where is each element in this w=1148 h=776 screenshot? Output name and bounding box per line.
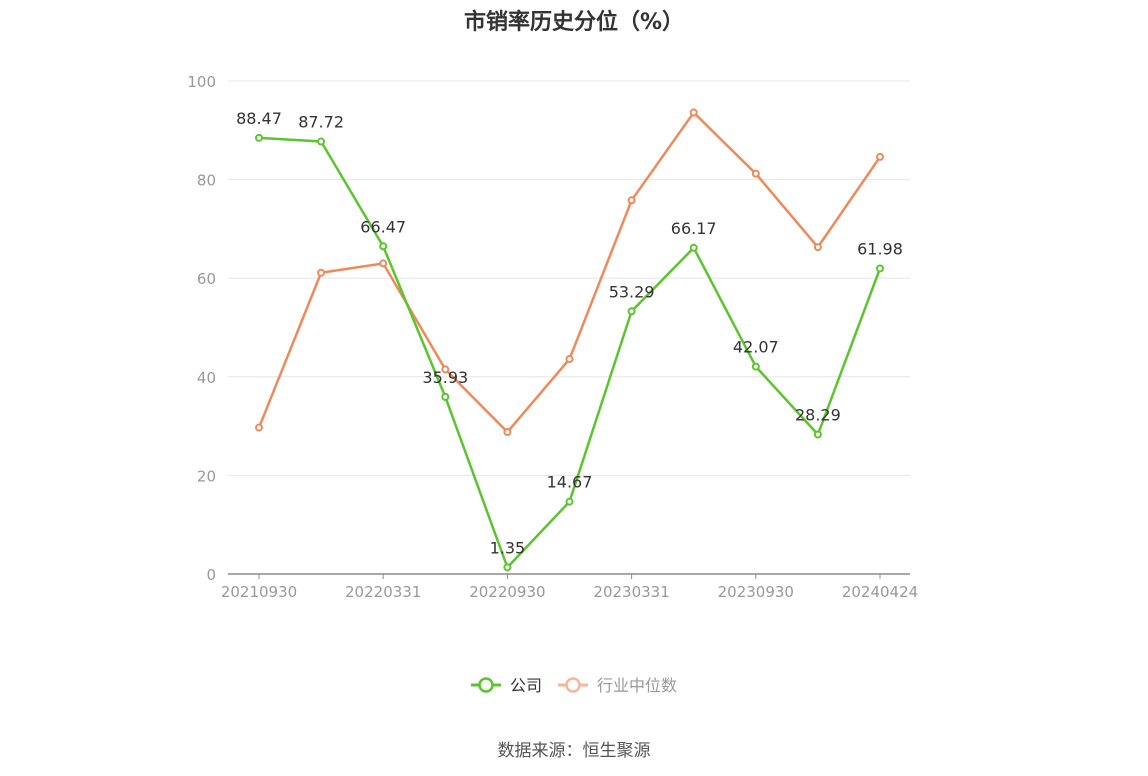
- data-point: [565, 355, 574, 364]
- data-point: [627, 196, 636, 205]
- data-point: [565, 497, 574, 506]
- data-point: [503, 428, 512, 437]
- data-labels: 88.47 87.72 66.47 35.93 1.35 14.67 53.29 66.17 4…: [236, 109, 903, 558]
- x-tick-label: 20210930: [221, 583, 297, 601]
- data-label: 42.07: [733, 338, 779, 357]
- data-label: 53.29: [609, 282, 655, 301]
- y-axis-tick-labels: 0 20 40 60 80 100: [187, 73, 216, 584]
- data-label: 66.47: [360, 217, 406, 236]
- data-label: 61.98: [857, 239, 903, 258]
- data-point: [813, 430, 822, 439]
- series-line: [257, 111, 882, 434]
- data-point: [317, 268, 326, 277]
- series-lines: [255, 108, 884, 572]
- legend-label: 公司: [510, 676, 542, 695]
- y-tick-label: 80: [197, 172, 216, 190]
- data-point: [876, 152, 884, 161]
- data-point: [441, 365, 450, 374]
- data-point: [441, 392, 450, 401]
- data-label: 87.72: [298, 113, 344, 132]
- x-tick-label: 20240424: [842, 583, 918, 601]
- x-tick-label: 20230331: [593, 583, 669, 601]
- x-axis: 20210930 20220331 20220930 20230331 20230930…: [221, 573, 918, 601]
- chart-title: 市销率历史分位（%）: [463, 10, 685, 35]
- data-label: 88.47: [236, 109, 282, 128]
- data-label: 14.67: [547, 473, 593, 492]
- data-point: [876, 264, 884, 273]
- legend-item: 公司: [471, 676, 542, 695]
- x-tick-label: 20220331: [345, 583, 421, 601]
- legend-item: 行业中位数: [558, 676, 677, 695]
- data-point: [627, 307, 636, 316]
- y-tick-label: 60: [197, 270, 216, 288]
- data-point: [813, 243, 822, 252]
- data-label: 28.29: [795, 406, 841, 425]
- x-tick-label: 20230930: [718, 583, 794, 601]
- data-point: [689, 108, 698, 117]
- data-label: 1.35: [490, 538, 526, 557]
- data-point: [255, 133, 263, 142]
- data-point: [317, 137, 326, 146]
- data-point: [255, 423, 263, 432]
- legend-label: 行业中位数: [597, 676, 677, 695]
- y-tick-label: 0: [206, 566, 216, 584]
- gridlines: [228, 80, 910, 476]
- data-point: [751, 169, 760, 178]
- y-tick-label: 20: [197, 467, 216, 485]
- legend-marker: [565, 677, 581, 693]
- data-point: [503, 563, 512, 572]
- data-point: [689, 243, 698, 252]
- data-label: 35.93: [422, 368, 468, 387]
- data-point: [379, 259, 388, 268]
- legend-marker: [478, 677, 494, 693]
- legend: 公司 行业中位数: [471, 676, 677, 695]
- data-source: 数据来源：恒生聚源: [497, 741, 651, 761]
- data-point: [751, 362, 760, 371]
- data-label: 66.17: [671, 219, 717, 238]
- y-tick-label: 40: [197, 369, 216, 387]
- y-tick-label: 100: [187, 73, 216, 91]
- data-point: [379, 242, 388, 251]
- x-tick-label: 20220930: [469, 583, 545, 601]
